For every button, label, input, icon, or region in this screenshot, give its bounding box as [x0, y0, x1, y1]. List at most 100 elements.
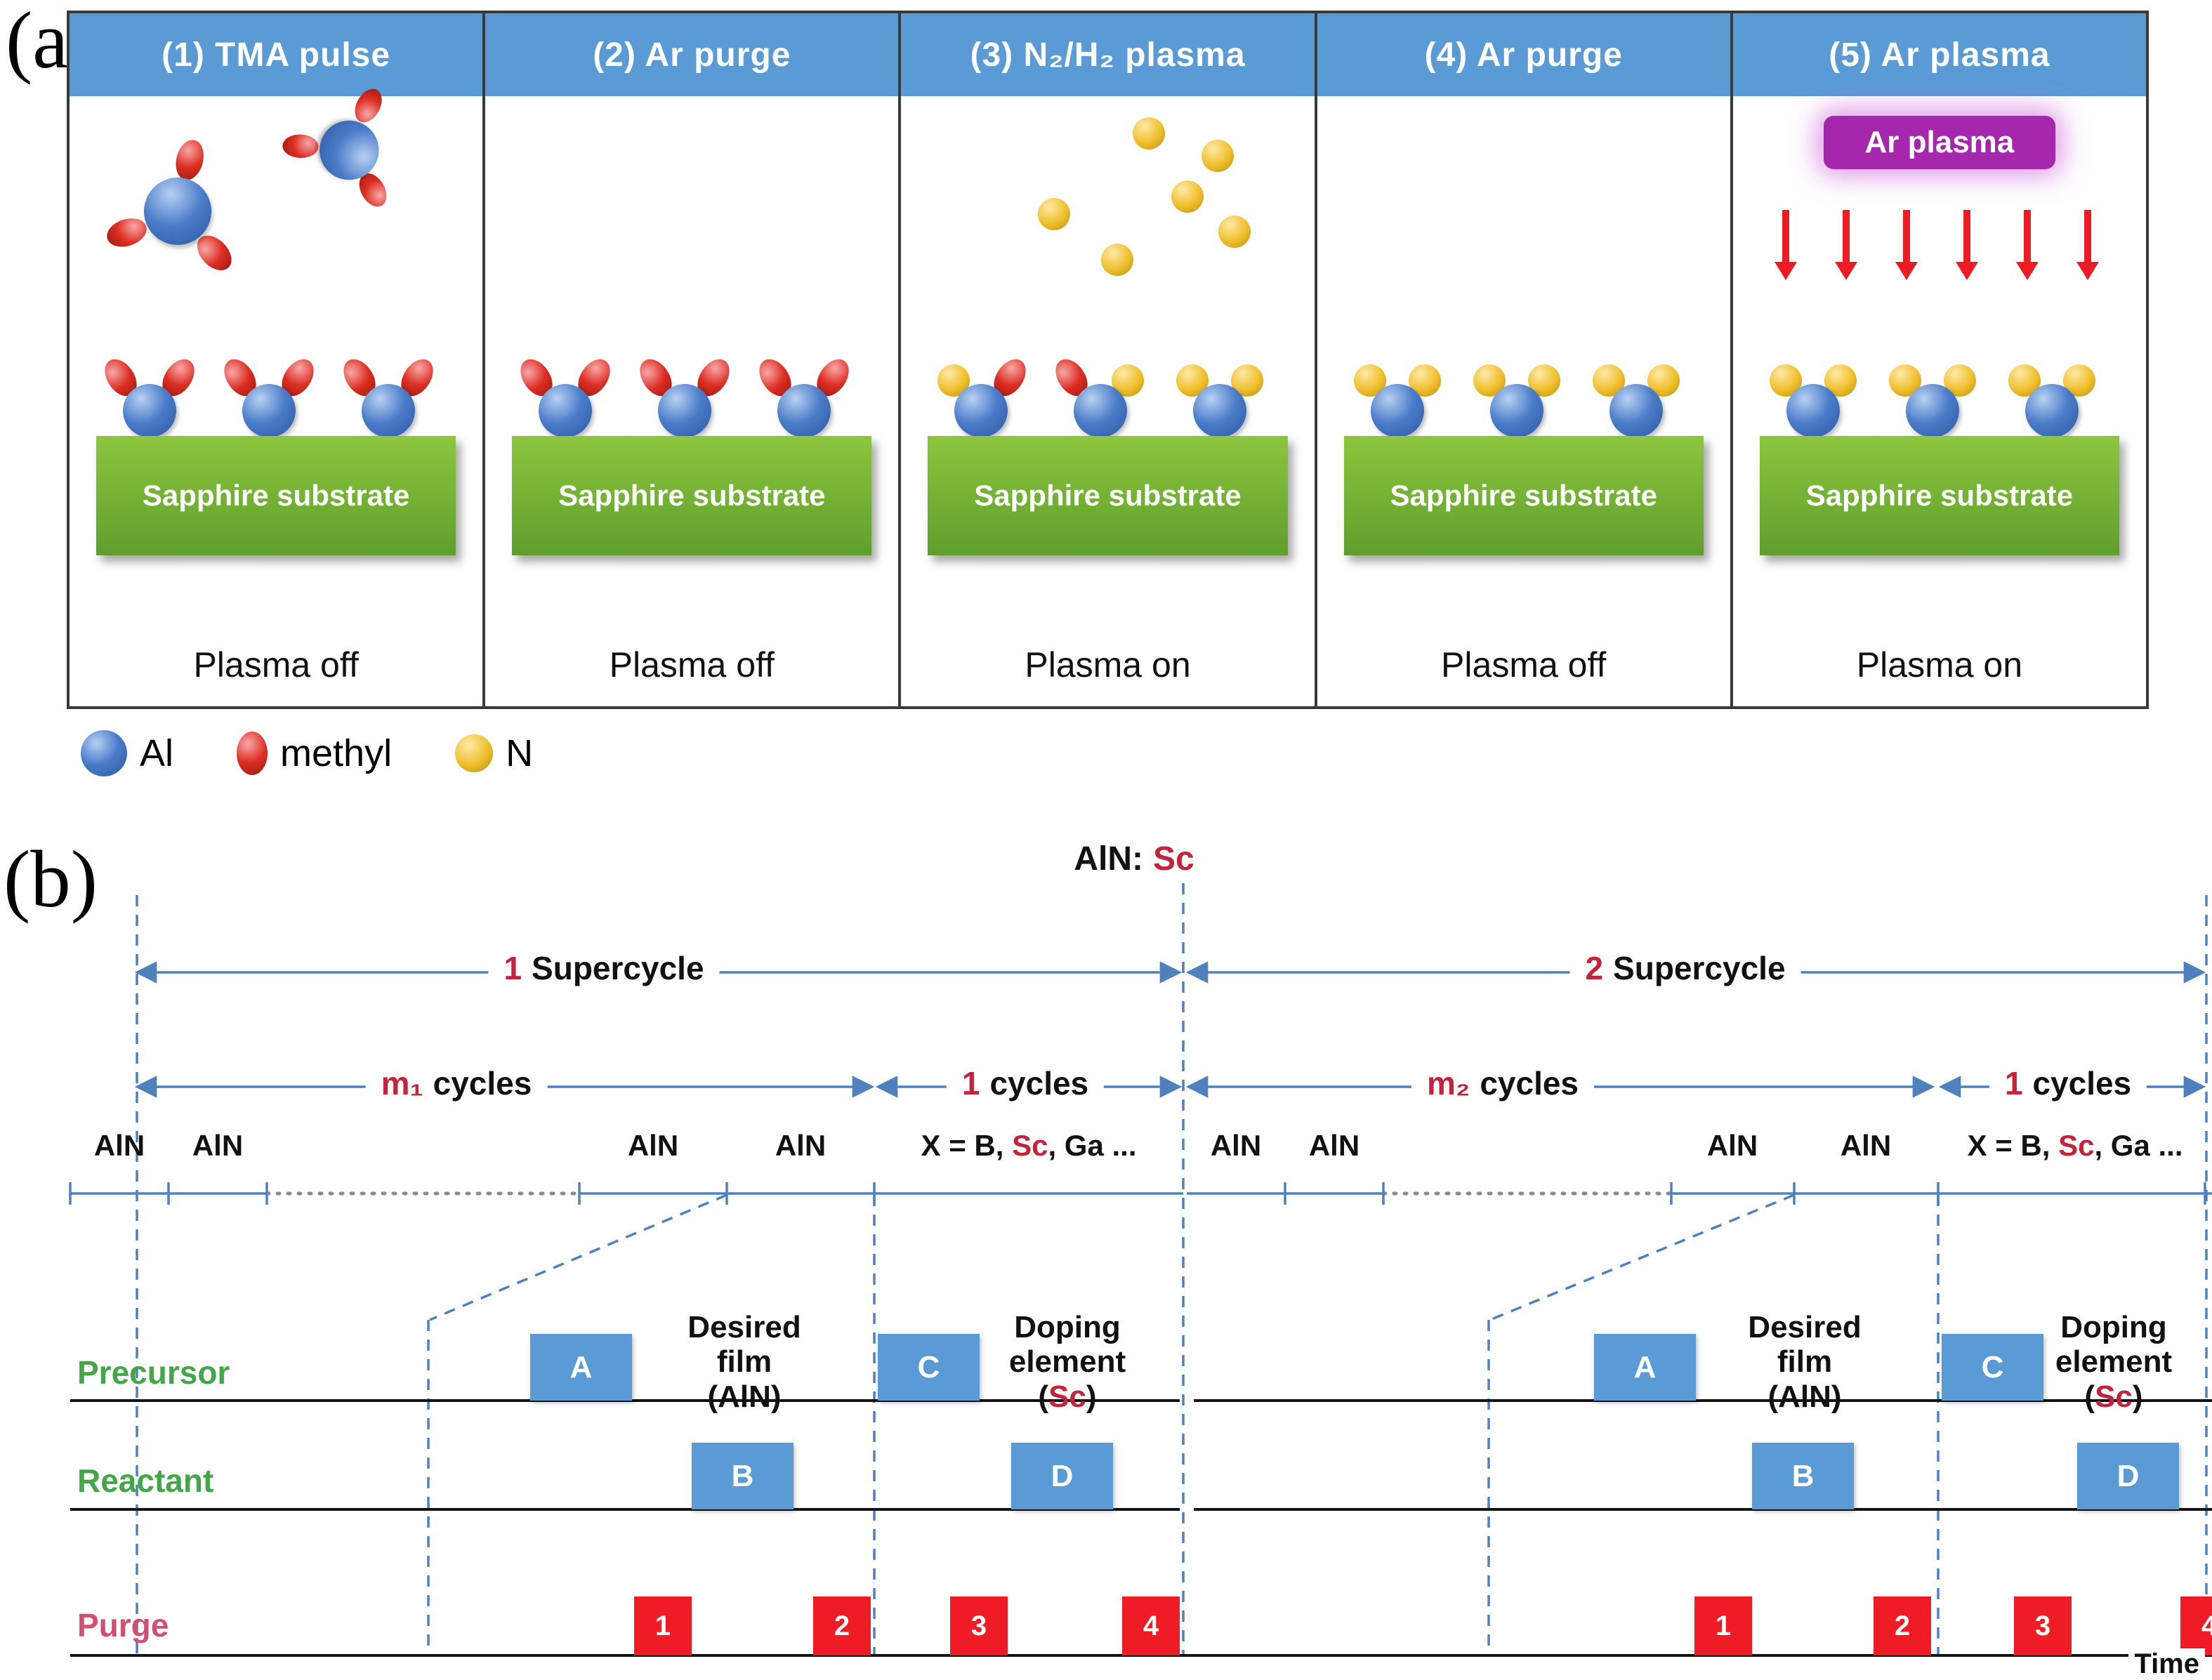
panel-title: (1) TMA pulse: [70, 13, 483, 96]
m2-cycles-label: m₂ cycles: [1411, 1064, 1595, 1102]
one-cycles-label-2: 1 cycles: [1989, 1064, 2147, 1102]
sapphire-substrate: Sapphire substrate: [928, 436, 1288, 555]
al-atom-icon: [362, 384, 415, 437]
x-dopant-label: X = B, Sc, Ga ...: [921, 1129, 1137, 1162]
panel-ar-purge-2: (4) Ar purge Sapphire substrate: [1317, 13, 1733, 706]
sapphire-substrate: Sapphire substrate: [512, 436, 872, 555]
methyl-icon: [237, 732, 268, 775]
al-atom-icon: [1074, 384, 1128, 437]
panel-title: (5) Ar plasma: [1732, 13, 2147, 96]
supercycle-timing-section: (b) AlN: Sc 1 Supercycle 2 Supercycle m₁ cyc…: [0, 828, 2212, 1680]
plasma-arrow-icon: [1895, 210, 1918, 280]
timing-title: AlN: Sc: [1062, 840, 1206, 878]
al-atom-icon: [1489, 384, 1543, 437]
precursor-pulse-c: C: [878, 1334, 980, 1401]
purge-pulse-3: 3: [950, 1596, 1008, 1655]
panel-scene: Sapphire substrate Plasma on: [901, 96, 1314, 706]
plasma-arrow-icon: [1774, 210, 1797, 280]
surface-al-cluster: [1769, 355, 1857, 437]
ald-cycle-section: (a) (1) TMA pulse: [0, 0, 2212, 828]
panel-title: (3) N₂/H₂ plasma: [901, 13, 1315, 96]
tma-molecule-icon: [93, 124, 263, 293]
aln-segment-label: AlN: [627, 1129, 679, 1162]
al-atom-icon: [2025, 384, 2079, 437]
surface-al-cluster: [1049, 353, 1145, 437]
panel-title: (2) Ar purge: [485, 13, 899, 96]
n-atom-icon: [1218, 216, 1251, 248]
purge-pulse-4: 4: [1122, 1596, 1180, 1655]
panel-scene: Sapphire substrate Plasma off: [1317, 96, 1730, 706]
legend-label: methyl: [280, 732, 393, 774]
aln-segment-label: AlN: [1210, 1129, 1262, 1162]
x-dopant-label: X = B, Sc, Ga ...: [1967, 1129, 2183, 1162]
sapphire-substrate: Sapphire substrate: [96, 436, 456, 555]
al-atom-icon: [658, 384, 712, 437]
al-atom-icon: [777, 384, 831, 437]
purge-pulse-2: 2: [1874, 1596, 1931, 1655]
surface-layer: [1317, 352, 1730, 437]
surface-al-cluster: [1353, 355, 1441, 437]
panel-ar-plasma: (5) Ar plasma Ar plasma: [1732, 13, 2147, 706]
n-atom-icon: [1171, 180, 1204, 213]
legend-item-al: Al: [81, 730, 173, 776]
surface-al-cluster: [1473, 355, 1560, 437]
legend-label: N: [506, 732, 534, 774]
reactant-pulse-b: B: [1752, 1443, 1854, 1509]
surface-al-cluster: [98, 353, 201, 437]
al-atom-icon: [1786, 384, 1840, 437]
plasma-status: Plasma on: [1025, 645, 1191, 684]
panel-scene: Ar plasma: [1733, 96, 2146, 706]
surface-layer: [1733, 352, 2146, 437]
doping-element-annotation-2: Doping element (Sc): [2055, 1310, 2173, 1414]
desired-film-annotation-2: Desired film (AlN): [1748, 1310, 1862, 1414]
precursor-pulse-c: C: [1942, 1334, 2043, 1401]
surface-al-cluster: [2008, 355, 2095, 437]
plasma-status: Plasma off: [193, 645, 359, 684]
plasma-arrow-icon: [2015, 210, 2039, 280]
n-atom-icon: [455, 734, 494, 772]
aln-segment-label: AlN: [93, 1129, 145, 1162]
time-axis-label: Time: [2128, 1648, 2205, 1680]
plasma-status: Plasma off: [609, 645, 775, 684]
n-atom-icon: [1202, 140, 1235, 172]
panel-scene: Sapphire substrate Plasma off: [485, 96, 898, 706]
legend-item-methyl: methyl: [237, 732, 392, 775]
surface-al-cluster: [514, 353, 617, 437]
al-atom-icon: [1370, 384, 1424, 437]
reactant-row-label: Reactant: [77, 1462, 214, 1499]
doping-element-annotation: Doping element (Sc): [1008, 1310, 1126, 1414]
plasma-arrow-icon: [2076, 210, 2099, 280]
purge-pulse-1: 1: [634, 1596, 692, 1655]
surface-al-cluster: [1592, 355, 1680, 437]
al-atom-icon: [1905, 384, 1959, 437]
legend: Al methyl N: [81, 730, 596, 776]
ald-process-panels: (1) TMA pulse: [67, 11, 2149, 709]
purge-pulse-4: 4: [2180, 1596, 2212, 1655]
plasma-status: Plasma off: [1441, 645, 1607, 684]
precursor-row-label: Precursor: [77, 1354, 230, 1391]
aln-segment-label: AlN: [1308, 1129, 1360, 1162]
al-atom-icon: [81, 730, 127, 776]
surface-al-cluster: [633, 353, 737, 437]
purge-pulse-2: 2: [813, 1596, 871, 1655]
desired-film-annotation: Desired film (AlN): [687, 1310, 801, 1414]
plasma-status: Plasma on: [1856, 645, 2023, 684]
precursor-pulse-a: A: [1594, 1334, 1696, 1401]
methyl-icon: [103, 213, 150, 252]
panel-tma-pulse: (1) TMA pulse: [70, 13, 486, 706]
methyl-icon: [282, 133, 319, 159]
m1-cycles-label: m₁ cycles: [365, 1064, 548, 1102]
precursor-pulse-a: A: [530, 1334, 632, 1401]
one-cycles-label: 1 cycles: [946, 1064, 1105, 1102]
surface-layer: [70, 352, 482, 437]
supercycle-1-label: 1 Supercycle: [488, 949, 720, 987]
surface-al-cluster: [753, 353, 856, 437]
n-atom-icon: [1101, 244, 1134, 276]
al-atom-icon: [954, 384, 1008, 437]
legend-label: Al: [140, 732, 174, 774]
purge-pulse-1: 1: [1694, 1596, 1752, 1655]
aln-segment-label: AlN: [1706, 1129, 1758, 1162]
panel-scene: Sapphire substrate Plasma off: [70, 84, 482, 706]
aln-segment-label: AlN: [775, 1129, 827, 1162]
surface-layer: [901, 352, 1314, 437]
